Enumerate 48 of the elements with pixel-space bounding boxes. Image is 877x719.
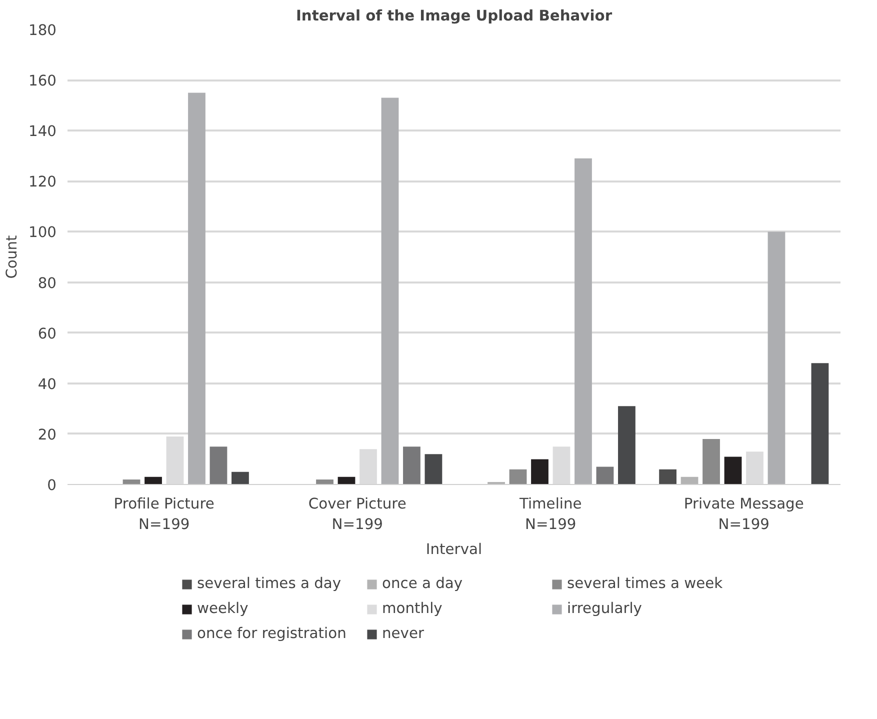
legend-label: never	[382, 625, 426, 642]
y-tick-label: 20	[38, 426, 57, 444]
legend-label: once a day	[382, 575, 464, 592]
bar	[210, 446, 228, 484]
bar	[702, 439, 720, 484]
bar	[509, 469, 527, 484]
bar	[424, 454, 442, 484]
bar	[403, 446, 420, 484]
bar	[381, 98, 399, 484]
bar	[574, 158, 592, 484]
bar	[338, 476, 356, 484]
legend-label: several times a week	[567, 575, 724, 592]
legend-label: monthly	[382, 600, 444, 617]
bar	[768, 232, 786, 484]
x-tick-label: Timeline N=199	[518, 496, 582, 533]
chart-title: Interval of the Image Upload Behavior	[296, 8, 613, 24]
legend-label: once for registration	[197, 625, 348, 642]
bar	[811, 363, 829, 484]
y-tick-label: 0	[47, 477, 57, 494]
legend-label: irregularly	[567, 600, 643, 617]
bar	[552, 446, 570, 484]
bar	[746, 452, 764, 484]
legend-label: weekly	[197, 600, 250, 617]
bar	[166, 436, 184, 484]
y-tick-label: 60	[38, 325, 57, 342]
y-tick-label: 80	[38, 274, 57, 292]
bar	[596, 466, 614, 484]
bar	[360, 449, 377, 484]
bar	[659, 469, 676, 484]
x-tick-label: Cover Picture N=199	[308, 496, 406, 533]
y-tick-label: 120	[28, 174, 57, 191]
bar	[618, 406, 636, 484]
x-tick-label: Private Message N=199	[684, 496, 804, 533]
y-axis-title: Count	[4, 234, 21, 279]
bar	[144, 476, 162, 484]
y-tick-label: 140	[28, 123, 57, 140]
y-tick-label: 160	[28, 72, 57, 90]
y-tick-label: 40	[38, 376, 57, 393]
bar	[232, 472, 249, 484]
legend-label: several times a day	[197, 575, 342, 592]
bar	[724, 456, 742, 484]
bar	[188, 92, 206, 484]
bar	[680, 476, 698, 484]
x-axis-title: Interval	[426, 540, 482, 558]
x-tick-label: Profile Picture N=199	[114, 496, 214, 533]
y-tick-label: 180	[28, 22, 57, 39]
bar	[531, 459, 548, 484]
y-tick-label: 100	[28, 224, 57, 242]
